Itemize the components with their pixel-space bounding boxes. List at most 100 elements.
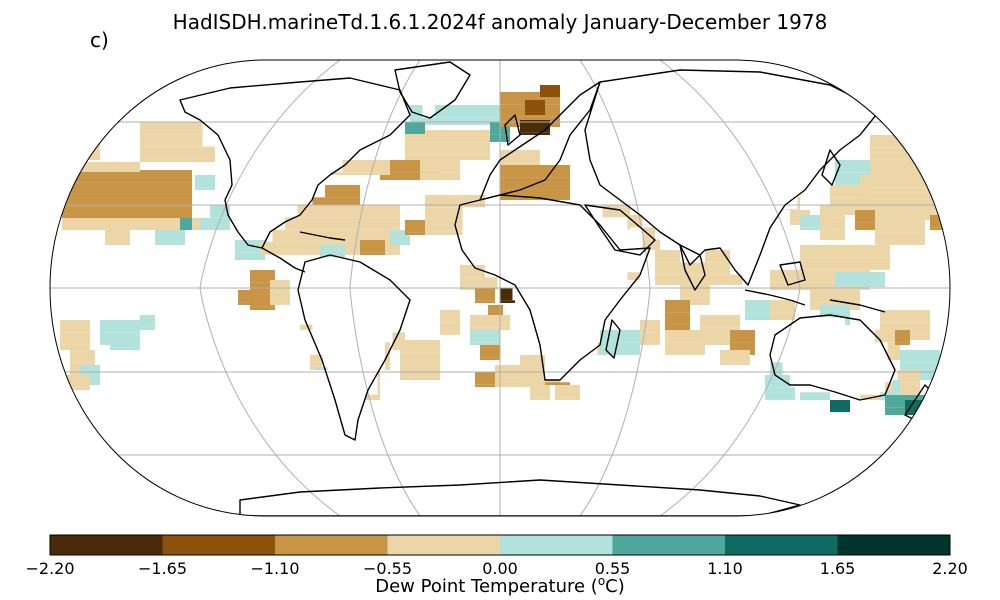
anomaly-cell bbox=[597, 342, 600, 355]
anomaly-cell bbox=[885, 187, 898, 200]
anomaly-cell bbox=[680, 262, 693, 275]
anomaly-cell bbox=[238, 290, 251, 303]
anomaly-cell bbox=[912, 232, 925, 245]
anomaly-cell bbox=[717, 262, 730, 275]
anomaly-cell bbox=[112, 170, 125, 183]
anomaly-cell bbox=[377, 394, 380, 400]
anomaly-cell bbox=[437, 340, 440, 353]
anomaly-cell bbox=[235, 240, 248, 253]
anomaly-cell bbox=[800, 257, 813, 270]
anomaly-cell bbox=[872, 187, 885, 200]
anomaly-cell bbox=[862, 245, 875, 258]
anomaly-cell bbox=[705, 274, 718, 285]
anomaly-cell bbox=[437, 231, 450, 235]
anomaly-cell bbox=[845, 317, 850, 325]
anomaly-cell bbox=[872, 211, 885, 220]
anomaly-cell bbox=[665, 300, 678, 313]
anomaly-cell bbox=[74, 182, 87, 195]
anomaly-cell bbox=[60, 387, 73, 390]
anomaly-cell bbox=[680, 285, 693, 298]
anomaly-cell bbox=[457, 160, 460, 173]
anomaly-cell bbox=[467, 142, 480, 155]
anomaly-cell bbox=[190, 122, 203, 135]
anomaly-cell bbox=[910, 187, 923, 200]
anomaly-cell bbox=[140, 158, 153, 162]
anomaly-cell bbox=[930, 227, 943, 230]
anomaly-cell bbox=[677, 342, 690, 355]
anomaly-cell bbox=[540, 85, 553, 97]
anomaly-cell bbox=[887, 220, 900, 233]
anomaly-cell bbox=[512, 300, 515, 303]
anomaly-cell bbox=[195, 175, 208, 188]
anomaly-cell bbox=[140, 122, 153, 135]
anomaly-cell bbox=[447, 117, 460, 125]
anomaly-cell bbox=[207, 187, 215, 190]
anomaly-cell bbox=[850, 257, 863, 270]
anomaly-cell bbox=[470, 327, 483, 330]
anomaly-cell bbox=[717, 274, 730, 285]
anomaly-cell bbox=[87, 182, 100, 195]
anomaly-cell bbox=[72, 387, 85, 390]
anomaly-cell bbox=[430, 142, 443, 155]
anomaly-cell bbox=[322, 205, 335, 218]
anomaly-cell bbox=[490, 122, 503, 135]
anomaly-cell bbox=[692, 274, 705, 285]
anomaly-cell bbox=[412, 340, 425, 353]
anomaly-cell bbox=[210, 205, 223, 218]
anomaly-cell bbox=[365, 394, 378, 400]
anomaly-cell bbox=[152, 315, 155, 328]
anomaly-cell bbox=[790, 222, 803, 225]
anomaly-cell bbox=[567, 385, 580, 398]
anomaly-cell bbox=[905, 334, 918, 340]
anomaly-cell bbox=[680, 274, 693, 285]
anomaly-cell bbox=[537, 165, 550, 178]
anomaly-cell bbox=[99, 194, 112, 207]
anomaly-cell bbox=[910, 211, 923, 220]
anomaly-cell bbox=[820, 270, 833, 283]
anomaly-cell bbox=[832, 217, 845, 230]
anomaly-cell bbox=[872, 175, 885, 188]
anomaly-cell bbox=[137, 182, 150, 195]
anomaly-cell bbox=[460, 265, 473, 278]
anomaly-cell bbox=[140, 146, 153, 159]
anomaly-cell bbox=[500, 288, 513, 301]
anomaly-cell bbox=[437, 376, 440, 380]
anomaly-cell bbox=[202, 146, 215, 159]
anomaly-cell bbox=[932, 147, 945, 160]
anomaly-cell bbox=[155, 242, 168, 245]
anomaly-cell bbox=[847, 272, 860, 285]
anomaly-cell bbox=[925, 362, 938, 375]
anomaly-cell bbox=[530, 385, 543, 398]
colorbar-swatch bbox=[387, 535, 500, 555]
anomaly-cell bbox=[482, 342, 495, 345]
anomaly-cell bbox=[562, 189, 570, 200]
anomaly-cell bbox=[247, 252, 260, 260]
anomaly-cell bbox=[480, 357, 493, 360]
anomaly-cell bbox=[745, 300, 758, 313]
anomaly-cell bbox=[640, 320, 653, 333]
anomaly-cell bbox=[495, 365, 508, 378]
anomaly-cell bbox=[137, 206, 150, 218]
anomaly-cell bbox=[177, 158, 190, 162]
anomaly-cell bbox=[372, 229, 385, 242]
anomaly-cell bbox=[177, 134, 190, 147]
anomaly-cell bbox=[690, 330, 703, 343]
anomaly-cell bbox=[730, 274, 743, 285]
anomaly-cell bbox=[85, 332, 90, 345]
anomaly-cell bbox=[925, 350, 938, 363]
anomaly-cell bbox=[847, 284, 860, 287]
anomaly-cell bbox=[562, 177, 570, 190]
anomaly-cell bbox=[417, 142, 430, 155]
anomaly-cell bbox=[907, 147, 920, 160]
anomaly-cell bbox=[207, 175, 215, 188]
anomaly-cell bbox=[677, 300, 690, 313]
anomaly-cell bbox=[705, 297, 710, 305]
anomaly-cell bbox=[692, 285, 705, 298]
anomaly-cell bbox=[322, 229, 335, 242]
anomaly-cell bbox=[895, 330, 908, 343]
anomaly-cell bbox=[495, 315, 508, 328]
anomaly-cell bbox=[437, 195, 450, 208]
anomaly-cell bbox=[920, 171, 933, 175]
anomaly-cell bbox=[862, 257, 875, 270]
